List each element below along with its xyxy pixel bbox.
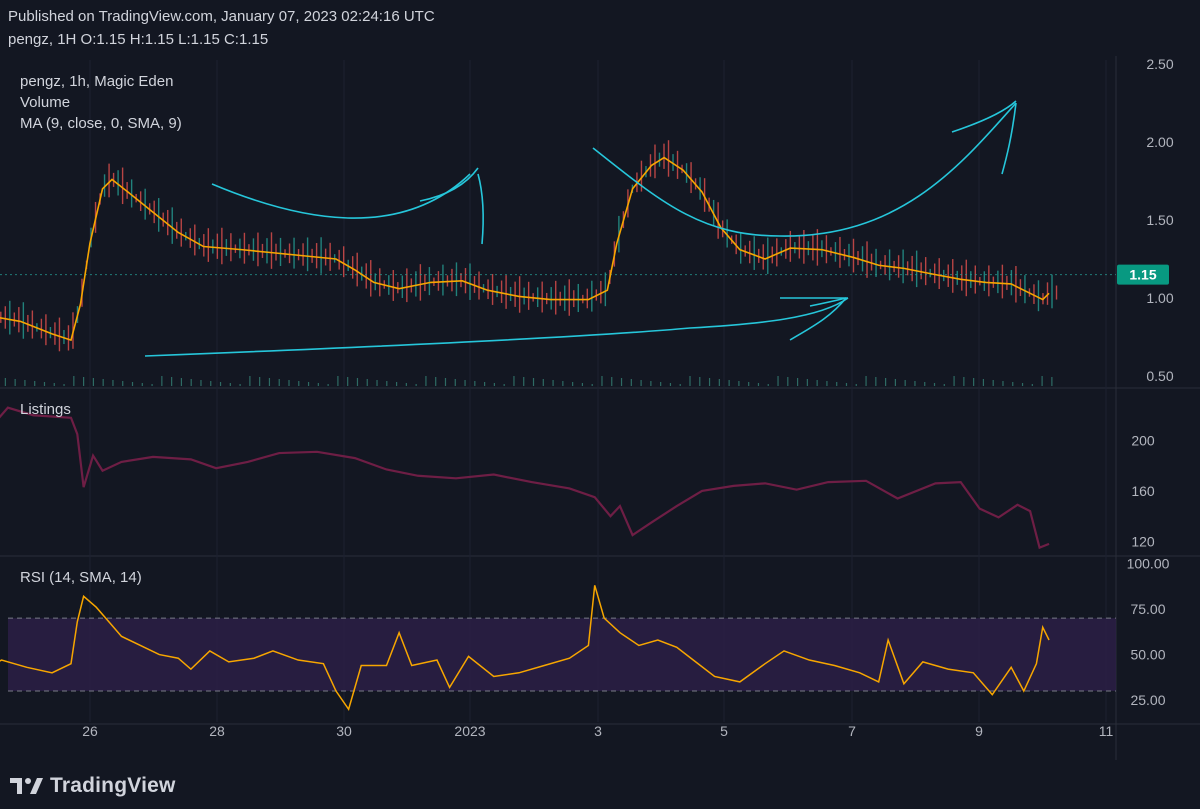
ohlc-readout: pengz, 1H O:1.15 H:1.15 L:1.15 C:1.15: [8, 31, 269, 48]
time-tick-label: 30: [336, 723, 352, 739]
price-legend-item: pengz, 1h, Magic Eden: [20, 73, 173, 90]
time-tick-label: 3: [594, 723, 602, 739]
trendline-annotation: [1001, 102, 1017, 175]
trendline-annotation: [419, 167, 479, 202]
rsi-line: [0, 585, 1050, 711]
published-timestamp: Published on TradingView.com, January 07…: [8, 8, 435, 25]
price-legend-item: MA (9, close, 0, SMA, 9): [20, 115, 182, 132]
time-tick-label: 7: [848, 723, 856, 739]
time-tick-label: 9: [975, 723, 983, 739]
listings-tick-label: 160: [1131, 483, 1155, 499]
price-tick-label: 2.00: [1146, 134, 1173, 150]
listings-line: [0, 406, 1050, 550]
last-price-tag: [1117, 264, 1169, 285]
listings-tick-label: 200: [1131, 432, 1155, 448]
ma-line: [0, 156, 1050, 342]
rsi-tick-label: 100.00: [1127, 555, 1170, 571]
time-tick-label: 2023: [454, 723, 485, 739]
price-tick-label: 2.50: [1146, 56, 1173, 72]
price-tick-label: 1.50: [1146, 212, 1173, 228]
footer: TradingView: [0, 760, 1200, 809]
chart-area[interactable]: 26 28 30 2023 3 5 7 9 11 2.50 2.00 1.50 1.00 0.50 1.15…: [0, 56, 1200, 760]
tradingview-logo[interactable]: TradingView: [10, 774, 176, 798]
rsi-band-fill: [8, 618, 1116, 692]
rsi-tick-label: 75.00: [1130, 601, 1165, 617]
trendline-annotation: [951, 100, 1017, 133]
trendline-annotation: [592, 102, 1017, 237]
rsi-title: RSI (14, SMA, 14): [20, 569, 142, 586]
last-price-label: 1.15: [1129, 267, 1156, 283]
rsi-tick-label: 25.00: [1130, 692, 1165, 708]
listings-title: Listings: [20, 401, 71, 418]
time-tick-label: 5: [720, 723, 728, 739]
trendline-annotation: [211, 173, 471, 219]
listings-tick-label: 120: [1131, 533, 1155, 549]
trendline-annotation: [477, 173, 484, 245]
price-tick-label: 0.50: [1146, 368, 1173, 384]
time-tick-label: 11: [1099, 723, 1114, 739]
time-tick-label: 26: [82, 723, 98, 739]
time-tick-label: 28: [209, 723, 225, 739]
tradingview-logo-icon: [10, 778, 43, 794]
price-tick-label: 1.00: [1146, 290, 1173, 306]
trendline-annotation: [789, 297, 847, 341]
price-legend-item: Volume: [20, 94, 70, 111]
publication-header: Published on TradingView.com, January 07…: [0, 0, 1200, 56]
rsi-tick-label: 50.00: [1130, 647, 1165, 663]
trendline-annotation: [809, 297, 847, 307]
trendline-annotation: [144, 297, 849, 357]
tradingview-logo-text: TradingView: [50, 774, 176, 797]
